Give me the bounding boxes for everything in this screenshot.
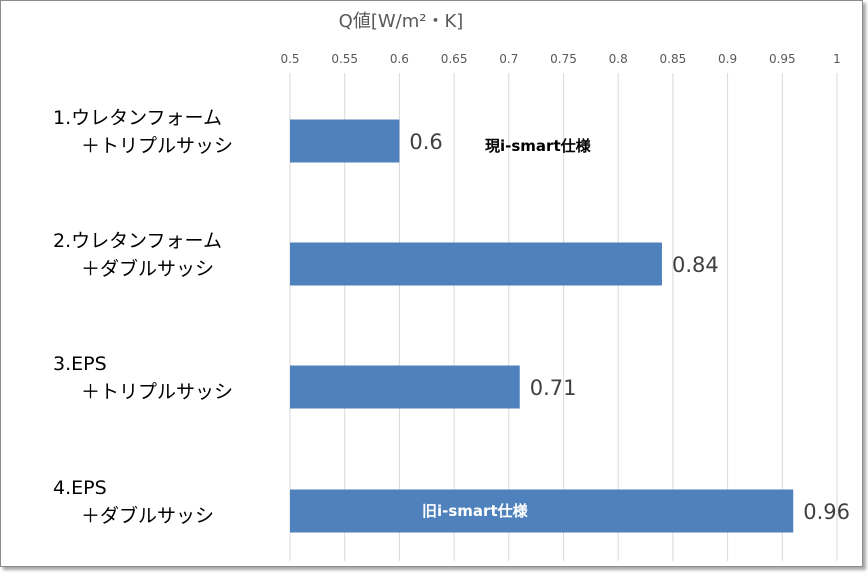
x-tick-label: 0.75 (550, 52, 577, 66)
x-tick-label: 0.7 (499, 52, 518, 66)
x-tick-label: 0.9 (718, 52, 737, 66)
x-tick-label: 1 (833, 52, 841, 66)
bar (290, 119, 400, 163)
category-label: 3.EPS ＋トリプルサッシ (53, 350, 233, 406)
data-label: 0.96 (803, 500, 850, 524)
category-label-line1: 4.EPS (53, 477, 107, 499)
bar (290, 365, 520, 409)
x-tick-label: 0.8 (609, 52, 628, 66)
x-tick-label: 0.65 (441, 52, 468, 66)
annotation-label: 旧i-smart仕様 (422, 502, 528, 520)
category-label: 2.ウレタンフォーム ＋ダブルサッシ (53, 227, 222, 283)
bar (290, 242, 662, 286)
x-tick-label: 0.6 (390, 52, 409, 66)
data-label: 0.6 (409, 130, 442, 154)
x-tick-label: 0.95 (769, 52, 796, 66)
category-label: 1.ウレタンフォーム ＋トリプルサッシ (53, 104, 233, 160)
x-tick-label: 0.5 (280, 52, 299, 66)
category-label-line1: 3.EPS (53, 353, 107, 375)
category-label: 4.EPS ＋ダブルサッシ (53, 474, 214, 530)
category-label-line2: ＋トリプルサッシ (81, 381, 234, 403)
x-tick-label: 0.85 (660, 52, 687, 66)
category-label-line2: ＋ダブルサッシ (81, 505, 215, 527)
data-label: 0.84 (672, 253, 719, 277)
category-label-line1: 2.ウレタンフォーム (53, 230, 222, 252)
data-label: 0.71 (530, 376, 577, 400)
chart-title: Q値[W/m²・K] (338, 11, 464, 32)
x-tick-label: 0.55 (331, 52, 358, 66)
category-label-line2: ＋トリプルサッシ (81, 135, 234, 157)
category-label-line1: 1.ウレタンフォーム (53, 107, 222, 129)
annotation-label: 現i-smart仕様 (485, 137, 591, 155)
category-label-line2: ＋ダブルサッシ (81, 258, 215, 280)
bar (290, 489, 794, 533)
